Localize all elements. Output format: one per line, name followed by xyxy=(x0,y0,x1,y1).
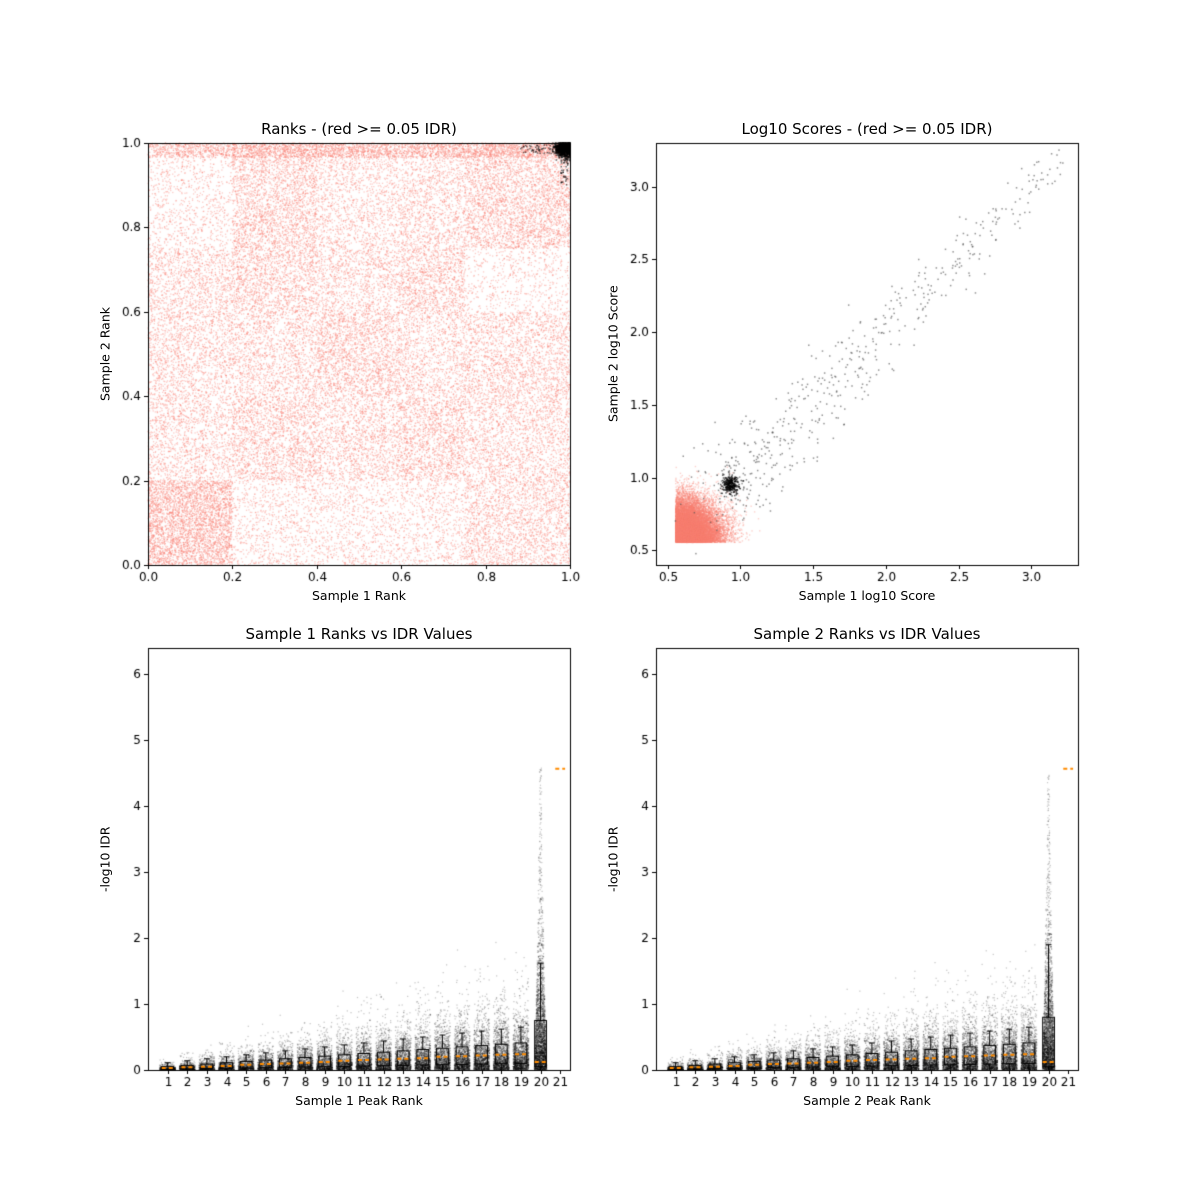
plot1-title: Ranks - (red >= 0.05 IDR) xyxy=(261,120,457,138)
plot2-title: Log10 Scores - (red >= 0.05 IDR) xyxy=(741,120,993,138)
plot1-xlabel: Sample 1 Rank xyxy=(311,588,406,603)
plot3-title: Sample 1 Ranks vs IDR Values xyxy=(245,625,473,643)
plot3-ylabel: -log10 IDR xyxy=(97,826,113,892)
plot2-ylabel: Sample 2 log10 Score xyxy=(605,285,621,423)
plot4-ylabel: -log10 IDR xyxy=(605,826,621,892)
plot4-title: Sample 2 Ranks vs IDR Values xyxy=(753,625,981,643)
plot1-ylabel: Sample 2 Rank xyxy=(97,307,113,402)
plot4-xlabel: Sample 2 Peak Rank xyxy=(803,1093,931,1108)
plot3-xlabel: Sample 1 Peak Rank xyxy=(295,1093,423,1108)
plot2-xlabel: Sample 1 log10 Score xyxy=(798,588,936,603)
